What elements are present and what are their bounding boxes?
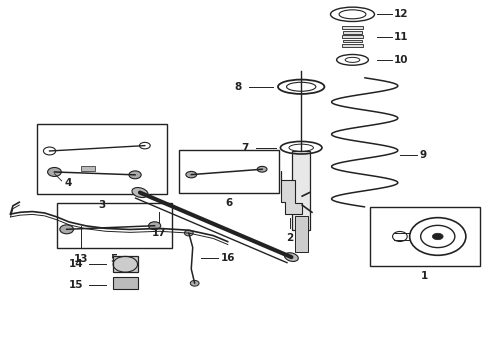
Text: 1: 1 xyxy=(421,271,428,282)
Bar xyxy=(342,35,364,38)
Bar xyxy=(113,277,138,289)
Bar xyxy=(295,216,308,252)
Polygon shape xyxy=(281,171,302,214)
Text: 2: 2 xyxy=(286,233,294,243)
Text: 3: 3 xyxy=(98,200,106,210)
Bar xyxy=(37,125,167,194)
Bar xyxy=(369,207,480,266)
Ellipse shape xyxy=(184,230,193,236)
Text: 7: 7 xyxy=(241,143,248,153)
Text: 9: 9 xyxy=(420,150,427,160)
Bar xyxy=(343,31,362,33)
Text: 6: 6 xyxy=(225,198,233,208)
Bar xyxy=(57,203,172,248)
Text: 10: 10 xyxy=(394,55,409,65)
Ellipse shape xyxy=(285,253,298,261)
Bar xyxy=(343,40,362,42)
Bar xyxy=(293,151,310,230)
Bar xyxy=(113,256,138,272)
Ellipse shape xyxy=(132,188,148,198)
Text: 12: 12 xyxy=(394,9,409,19)
Ellipse shape xyxy=(60,225,74,234)
Ellipse shape xyxy=(129,171,141,179)
Ellipse shape xyxy=(48,167,61,176)
Ellipse shape xyxy=(257,166,267,172)
Text: 13: 13 xyxy=(74,253,89,264)
Text: 8: 8 xyxy=(234,82,242,92)
Bar xyxy=(179,149,279,193)
Text: 16: 16 xyxy=(220,253,235,263)
Bar xyxy=(342,44,364,47)
Bar xyxy=(342,26,364,29)
Ellipse shape xyxy=(148,222,161,230)
Ellipse shape xyxy=(190,280,199,286)
Text: 15: 15 xyxy=(69,280,84,290)
Ellipse shape xyxy=(186,171,196,178)
Text: 5: 5 xyxy=(111,253,118,264)
Text: 4: 4 xyxy=(64,178,72,188)
Ellipse shape xyxy=(432,233,443,240)
Bar xyxy=(81,166,95,171)
Text: 17: 17 xyxy=(152,228,167,238)
Text: 14: 14 xyxy=(69,259,84,269)
Text: 11: 11 xyxy=(394,32,409,41)
